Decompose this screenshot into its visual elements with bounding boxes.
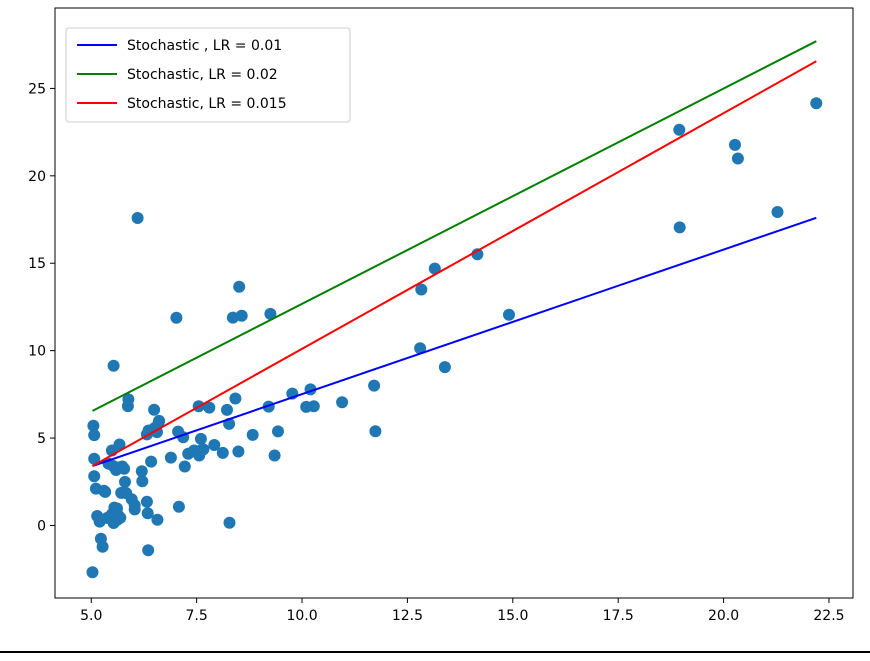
x-tick-label-0: 5.0 — [80, 608, 102, 624]
scatter-point-67 — [216, 446, 229, 459]
x-tick-label-4: 15.0 — [497, 608, 528, 624]
y-tick-label-3: 15 — [28, 256, 46, 272]
legend-label-2: Stochastic, LR = 0.015 — [127, 96, 287, 112]
scatter-point-92 — [471, 248, 484, 261]
scatter-point-40 — [140, 495, 153, 508]
scatter-point-84 — [307, 400, 320, 413]
legend-label-0: Stochastic , LR = 0.01 — [127, 38, 282, 54]
series-line-2 — [92, 60, 817, 467]
scatter-point-96 — [729, 138, 741, 151]
y-tick-label-0: 0 — [37, 518, 46, 534]
scatter-point-49 — [151, 513, 164, 526]
scatter-point-26 — [114, 511, 127, 524]
series-line-0 — [92, 216, 817, 467]
scatter-point-85 — [336, 396, 349, 409]
scatter-point-70 — [223, 516, 236, 529]
scatter-point-89 — [415, 283, 428, 296]
scatter-point-64 — [197, 443, 210, 456]
scatter-point-90 — [428, 262, 441, 275]
x-tick-label-7: 22.5 — [813, 608, 844, 624]
y-axis: 0 5 10 15 20 25 — [28, 81, 55, 534]
scatter-point-55 — [172, 500, 185, 513]
scatter-point-94 — [673, 123, 686, 136]
plot-frame — [54, 7, 854, 599]
scatter-point-80 — [272, 425, 284, 438]
scatter-point-62 — [194, 432, 207, 445]
scatter-point-25 — [113, 438, 126, 451]
scatter-point-9 — [96, 540, 109, 553]
lines-layer — [92, 40, 817, 467]
scatter-point-73 — [232, 445, 245, 458]
scatter-point-38 — [135, 465, 148, 478]
scatter-point-93 — [503, 308, 515, 321]
scatter-point-97 — [731, 152, 744, 165]
scatter-point-91 — [438, 361, 451, 374]
x-axis: 5.0 7.5 10.0 12.5 15.0 17.5 20.0 22.5 — [80, 598, 845, 624]
scatter-point-88 — [414, 342, 427, 355]
scatter-point-42 — [141, 507, 154, 520]
scatter-point-2 — [88, 429, 101, 442]
scatter-point-39 — [136, 475, 149, 488]
y-tick-label-1: 5 — [37, 431, 46, 447]
scatter-point-1 — [87, 419, 100, 432]
legend: Stochastic , LR = 0.01 Stochastic, LR = 0… — [65, 27, 351, 123]
scatter-point-36 — [128, 499, 141, 512]
x-tick-label-2: 10.0 — [286, 608, 317, 624]
scatter-point-76 — [246, 428, 259, 441]
y-tick-label-2: 10 — [28, 344, 46, 360]
scatter-point-98 — [771, 206, 784, 218]
scatter-point-65 — [203, 401, 216, 414]
scatter-point-29 — [118, 462, 131, 475]
scatter-point-57 — [178, 460, 191, 473]
scatter-point-11 — [99, 485, 112, 498]
scatter-point-79 — [268, 449, 281, 462]
scatter-point-33 — [122, 393, 135, 406]
legend-box — [65, 27, 351, 123]
scatter-point-95 — [673, 221, 686, 234]
x-tick-label-1: 7.5 — [186, 608, 208, 624]
series-line-1 — [92, 40, 817, 412]
x-tick-label-3: 12.5 — [392, 608, 423, 624]
scatter-point-99 — [810, 97, 823, 110]
scatter-point-30 — [119, 475, 131, 488]
scatter-point-66 — [208, 439, 221, 451]
y-tick-label-5: 25 — [28, 81, 46, 97]
scatter-point-75 — [235, 309, 248, 322]
scatter-point-3 — [88, 452, 101, 465]
y-tick-label-4: 20 — [28, 169, 46, 185]
scatter-point-72 — [229, 392, 242, 405]
scatter-point-45 — [145, 455, 158, 468]
scatter-point-74 — [233, 280, 246, 293]
x-tick-label-5: 17.5 — [603, 608, 634, 624]
scatter-point-4 — [88, 470, 101, 483]
scatter-point-87 — [369, 425, 382, 438]
scatter-point-51 — [153, 414, 166, 427]
marks-layer — [86, 97, 823, 579]
scatter-point-68 — [221, 403, 233, 416]
scatter-point-53 — [170, 311, 183, 324]
scatter-point-0 — [86, 566, 99, 579]
scatter-point-78 — [264, 307, 277, 320]
scatter-point-52 — [164, 451, 177, 464]
legend-label-1: Stochastic, LR = 0.02 — [127, 67, 278, 83]
x-tick-label-6: 20.0 — [708, 608, 739, 624]
scatter-point-86 — [368, 379, 381, 392]
scatter-point-37 — [131, 212, 144, 224]
scatter-point-46 — [148, 403, 161, 416]
scatter-point-18 — [107, 359, 120, 372]
scatter-point-43 — [142, 544, 155, 557]
